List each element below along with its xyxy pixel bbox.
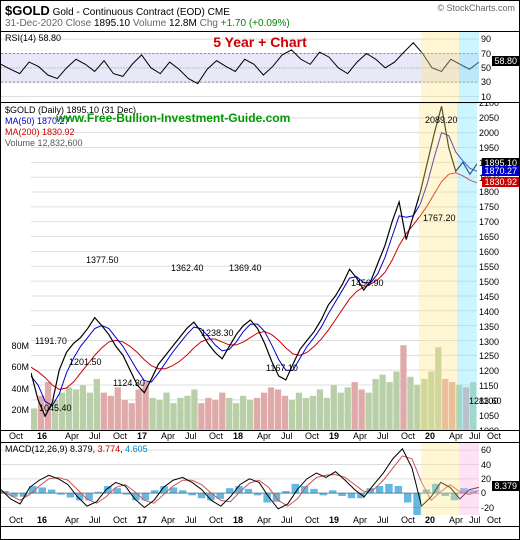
rsi-panel: RSI(14) 58.80 5 Year + Chart 9070503010 … (1, 31, 519, 103)
price-panel: $GOLD (Daily) 1895.10 (31 Dec) MA(50) 18… (1, 103, 519, 431)
macd-yaxis: 6040200-20 (479, 443, 519, 515)
attribution: © StockCharts.com (437, 3, 515, 18)
rsi-label: RSI(14) (5, 33, 36, 43)
x-axis-bottom: Oct16AprJulOct17AprJulOct18AprJulOct19Ap… (1, 515, 519, 527)
price-annotation: 1045.40 (39, 403, 72, 413)
volume-yaxis: 80M60M40M20M (1, 103, 31, 430)
price-annotation: 1191.70 (35, 336, 67, 346)
stock-chart: $GOLD Gold - Continuous Contract (EOD) C… (0, 0, 520, 540)
rsi-badge: 58.80 (492, 56, 519, 66)
price-annotation: 1167.10 (266, 363, 298, 373)
price-annotation: 1369.40 (229, 263, 262, 273)
symbol: $GOLD (5, 3, 50, 18)
price-annotation: 1283.60 (469, 396, 502, 406)
volume-value: 12.8M (169, 18, 197, 29)
overlay-title: 5 Year + Chart (213, 34, 307, 50)
price-annotation: 1450.90 (351, 278, 384, 288)
chg-pct: (+0.09%) (249, 18, 290, 29)
price-annotation: 1362.40 (171, 263, 204, 273)
price-annotation: 1124.30 (113, 378, 145, 388)
description: Gold - Continuous Contract (EOD) CME (53, 7, 230, 18)
macd-v3: 4.605 (125, 444, 148, 454)
ma200-label: MA(200) 1830.92 (5, 127, 136, 138)
macd-label: MACD(12,26,9) (5, 444, 68, 454)
header: $GOLD Gold - Continuous Contract (EOD) C… (1, 1, 519, 31)
volume-header: Volume 12,832,600 (5, 138, 136, 149)
volume-label: Volume (133, 18, 166, 29)
close-value: 1895.10 (94, 18, 130, 29)
badge_ma200: 1830.92 (482, 177, 519, 187)
price-annotation: 1767.20 (423, 213, 456, 223)
price-annotation: 1238.30 (201, 328, 234, 338)
price-annotation: 1201.50 (69, 357, 102, 367)
website-overlay: www.Free-Bullion-Investment-Guide.com (56, 111, 290, 125)
badge_ma50: 1870.27 (482, 166, 519, 176)
macd-v2: 3.774 (98, 444, 121, 454)
chg-label: Chg (200, 18, 218, 29)
price-annotation: 1377.50 (86, 255, 119, 265)
price-yaxis: 2100205020001950190018501800175017001650… (477, 103, 519, 430)
x-axis: Oct16AprJulOct17AprJulOct18AprJulOct19Ap… (1, 431, 519, 443)
macd-v1: 8.379 (70, 444, 93, 454)
chg-value: +1.70 (221, 18, 246, 29)
price-annotation: 2089.20 (425, 115, 458, 125)
macd-panel: MACD(12,26,9) 8.379, 3.774, 4.605 604020… (1, 443, 519, 515)
macd-badge: 8.379 (492, 481, 519, 491)
rsi-value: 58.80 (39, 33, 62, 43)
rsi-yaxis: 9070503010 (479, 32, 519, 102)
close-label: Close (66, 18, 92, 29)
date: 31-Dec-2020 (5, 18, 63, 29)
